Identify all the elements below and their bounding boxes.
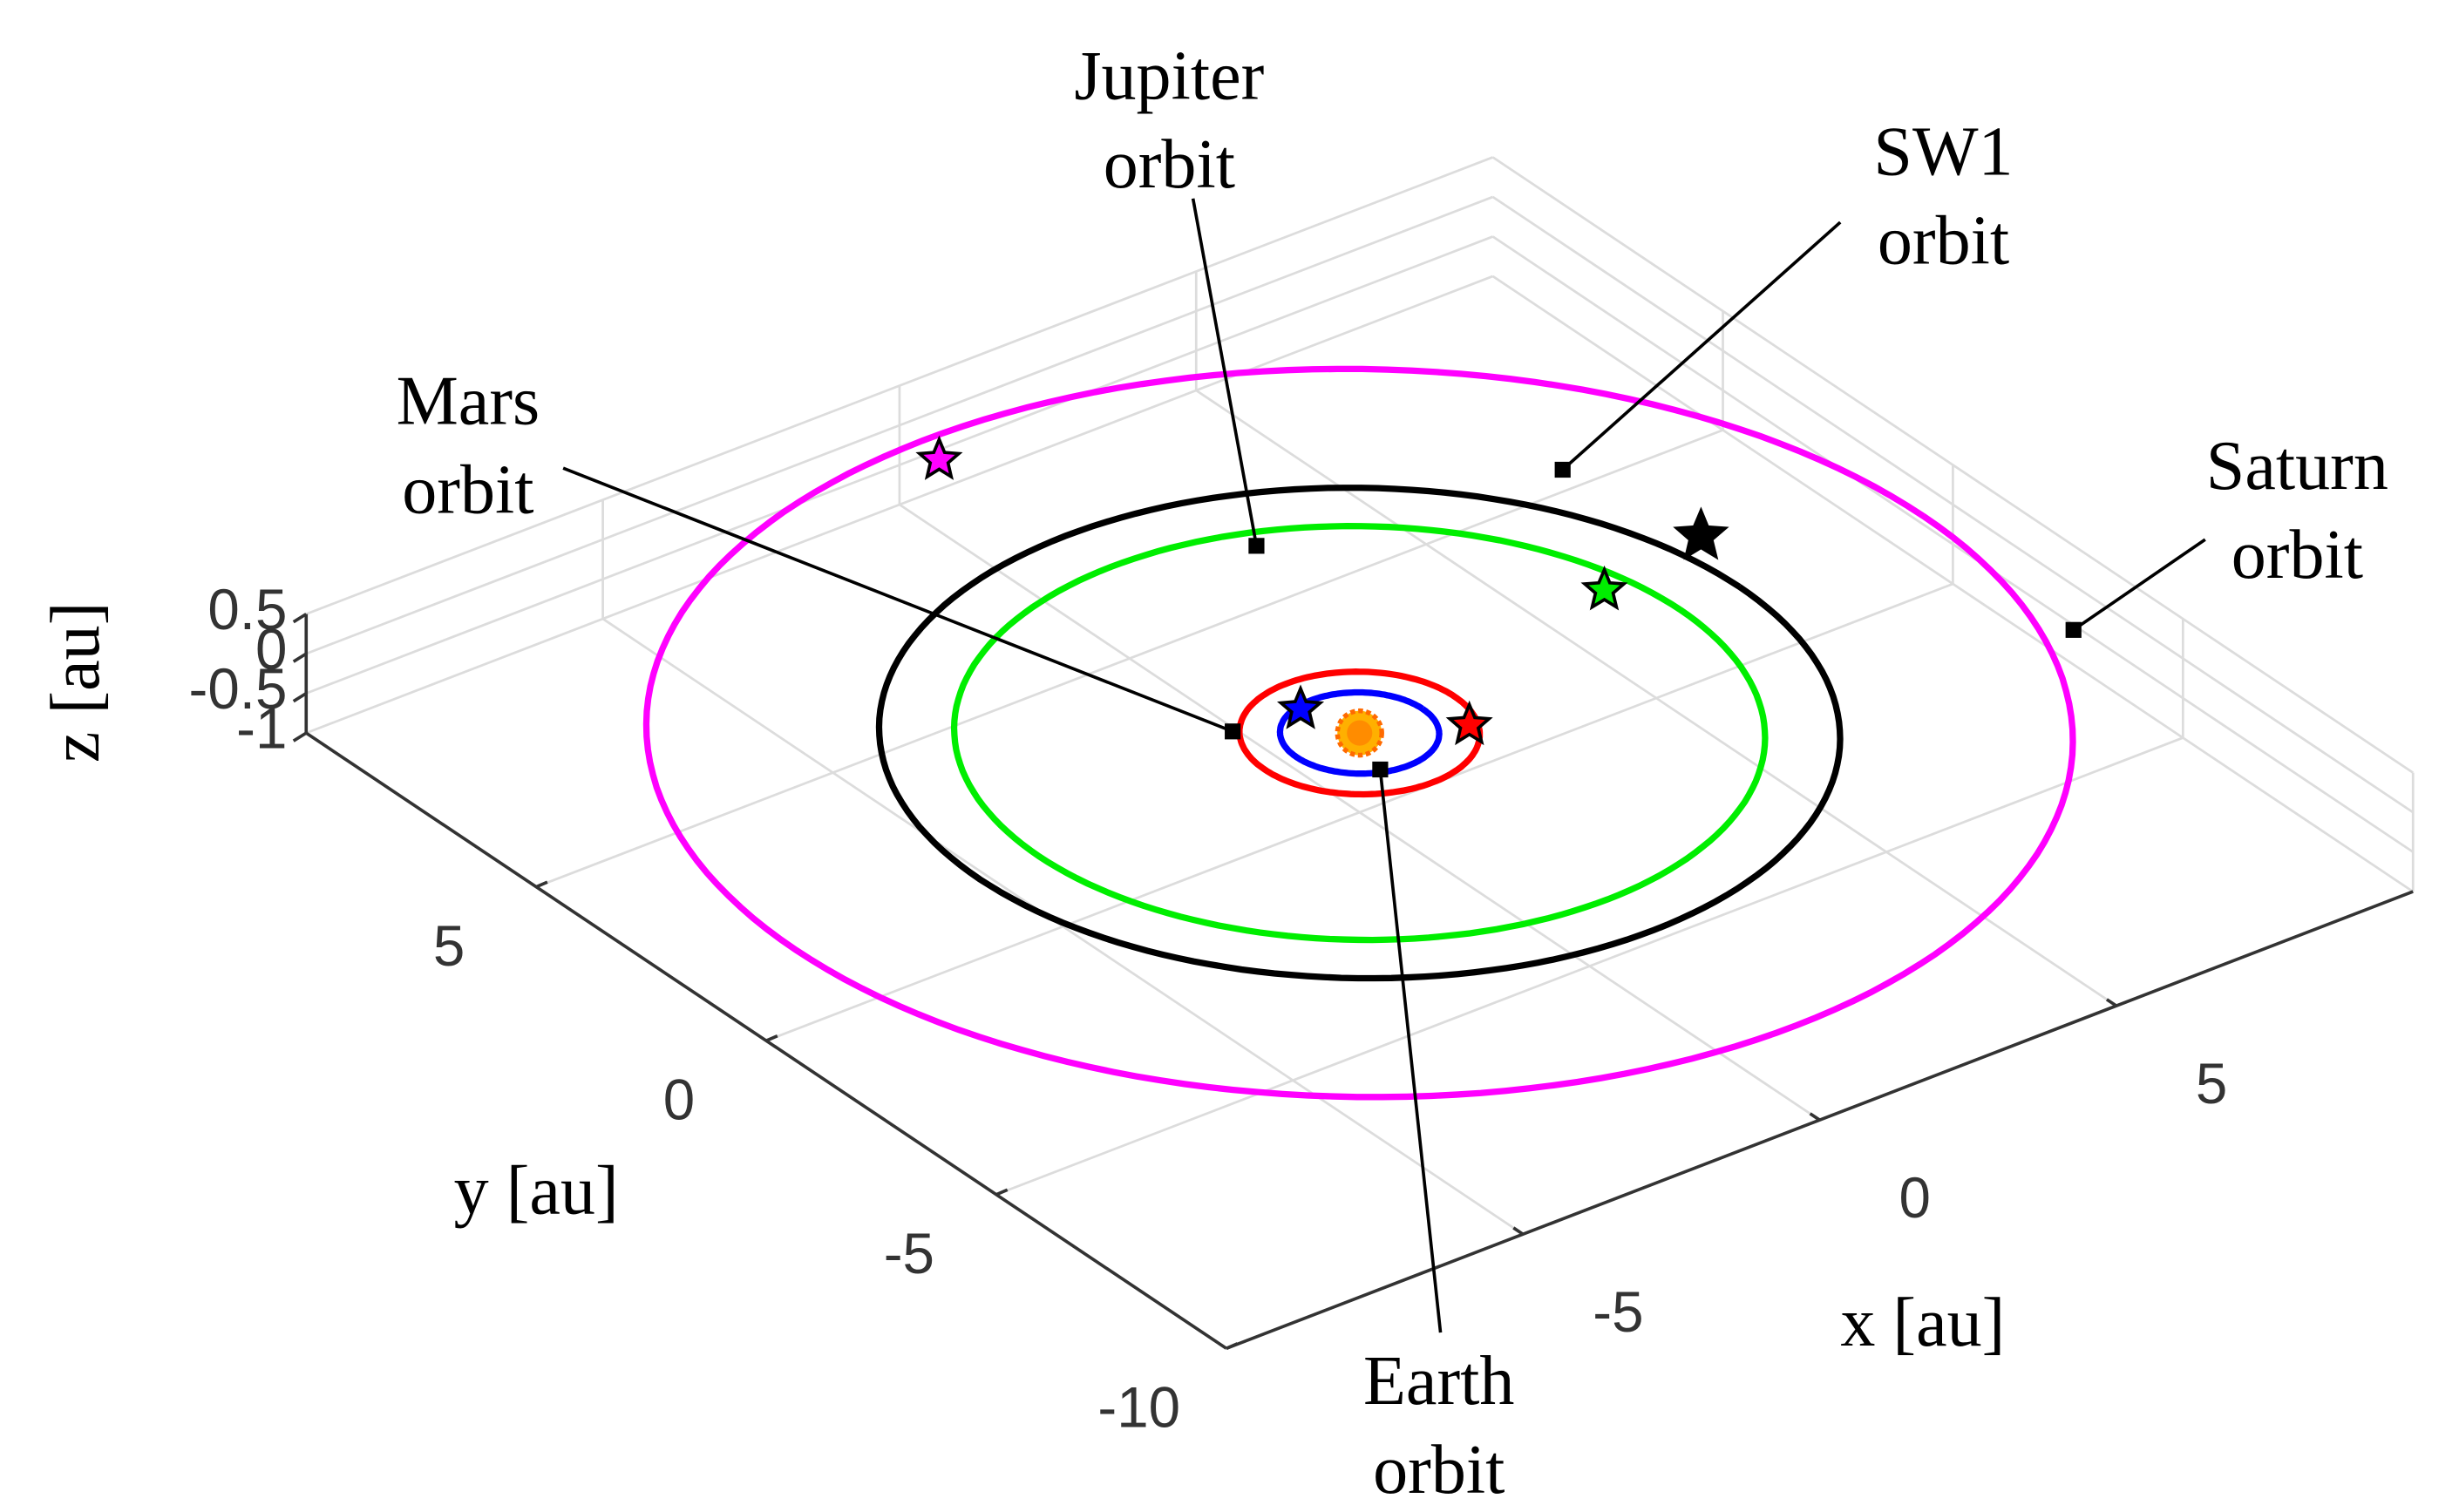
- orbit: [1276, 688, 1443, 777]
- y-tick-label: 0: [663, 1068, 695, 1131]
- z-tick: [292, 613, 308, 624]
- y-tick: [765, 1034, 778, 1042]
- planet-star: [1673, 506, 1729, 560]
- z-tick: [292, 692, 308, 703]
- x-axis-label: x [au]: [1840, 1285, 2005, 1361]
- y-axis-label: y [au]: [454, 1153, 619, 1230]
- orbit: [642, 365, 2076, 1101]
- leader-point: [1554, 461, 1571, 478]
- annotation-text: orbit: [2231, 517, 2363, 593]
- grid-line: [1491, 195, 2414, 814]
- annotations: Jupiter orbit SW1 orbit Mars orbit Saturn orbit…: [397, 37, 2388, 1509]
- y-tick-label: -5: [884, 1222, 934, 1285]
- leader-point: [1248, 538, 1265, 554]
- x-tick-label: 5: [2196, 1052, 2227, 1115]
- leader-point: [1372, 761, 1389, 778]
- planet-star: [1445, 700, 1493, 746]
- y-tick: [535, 880, 548, 889]
- z-tick-label: 0.5: [207, 578, 287, 641]
- annotation-text: orbit: [1104, 126, 1235, 203]
- grid-line: [1491, 156, 2414, 774]
- y-tick: [1226, 1342, 1239, 1350]
- x-tick-label: 0: [1899, 1166, 1931, 1230]
- x-tick: [1512, 1226, 1525, 1236]
- z-axis-label: z [au]: [37, 602, 114, 763]
- axes: -505-10-505-1-0.500.5x [au]y [au]z [au]: [37, 578, 2414, 1439]
- orbit: [950, 522, 1769, 944]
- leader-point: [1225, 723, 1241, 740]
- grid-line: [305, 275, 1494, 735]
- y-tick-label: -10: [1097, 1375, 1180, 1439]
- sun-core: [1347, 720, 1373, 746]
- sun: [1335, 708, 1384, 758]
- grid-line: [1491, 235, 2414, 853]
- annotation-text: SW1: [1873, 114, 2013, 191]
- x-tick: [2105, 998, 2117, 1007]
- leader-line: [1191, 198, 1259, 546]
- orbit: [1236, 668, 1484, 798]
- annotation-text: orbit: [1878, 203, 2009, 280]
- leader-point: [2065, 621, 2082, 638]
- x-tick: [1809, 1112, 1821, 1122]
- grid-line: [765, 582, 1953, 1042]
- leader-line: [1378, 769, 1443, 1333]
- z-tick: [292, 652, 308, 663]
- z-tick-label: 0: [255, 617, 287, 681]
- leader-line: [562, 466, 1233, 733]
- annotation-text: Saturn: [2206, 428, 2388, 505]
- z-tick-label: -1: [236, 696, 287, 760]
- z-tick: [292, 731, 308, 742]
- y-tick-label: 5: [433, 914, 465, 978]
- grid-line: [305, 156, 1494, 615]
- planet-star: [915, 435, 963, 480]
- grid-line: [535, 429, 1724, 888]
- leader-line: [2072, 538, 2206, 632]
- leader-line: [1561, 220, 1842, 471]
- annotation-text: Mars: [397, 363, 540, 439]
- z-tick-label: -0.5: [189, 657, 288, 721]
- orbits: [642, 365, 2076, 1101]
- y-tick: [995, 1188, 1009, 1197]
- annotation-text: Earth: [1363, 1343, 1514, 1420]
- orbit: [875, 485, 1844, 982]
- x-tick-label: -5: [1593, 1280, 1643, 1344]
- annotation-text: orbit: [1373, 1432, 1505, 1509]
- planet-star: [1580, 565, 1628, 611]
- grid-line: [305, 235, 1494, 695]
- grid-line: [1491, 275, 2414, 893]
- planet-star: [1276, 684, 1325, 729]
- annotation-text: orbit: [402, 451, 533, 528]
- grid-line: [305, 195, 1494, 655]
- annotation-text: Jupiter: [1074, 37, 1264, 114]
- grid-line: [995, 736, 2184, 1197]
